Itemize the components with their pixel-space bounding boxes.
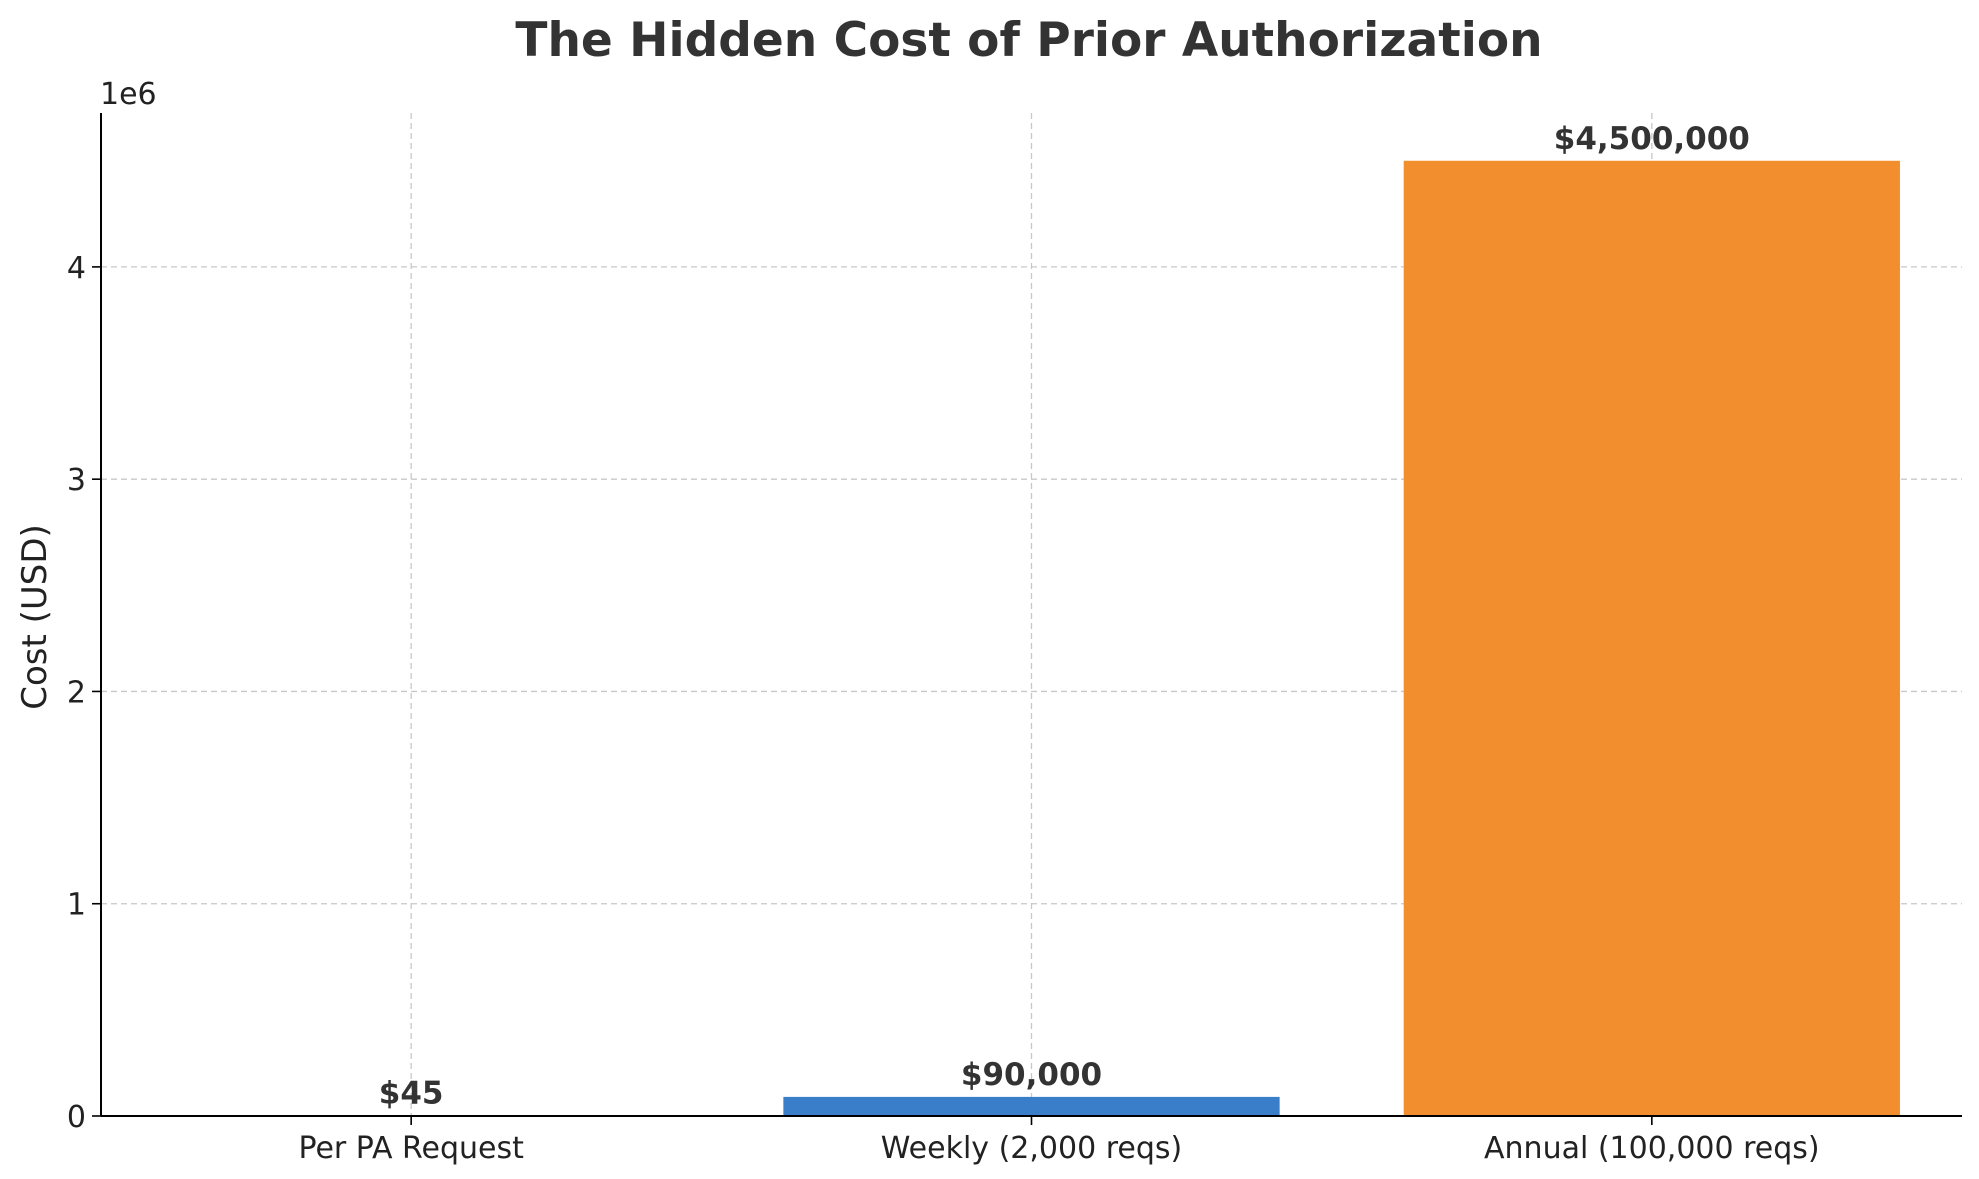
bar-layer (163, 160, 1900, 1116)
y-tick-label: 0 (67, 1100, 86, 1135)
bar (783, 1096, 1280, 1116)
y-axis-offset-label: 1e6 (100, 77, 157, 112)
x-tick-label: Weekly (2,000 reqs) (881, 1131, 1182, 1166)
y-tick-label: 2 (67, 675, 86, 710)
axis-layer: 0 1 2 3 4 Per PA Request Weekly (2,000 reqs) An… (67, 113, 1962, 1166)
y-tick-label: 3 (67, 463, 86, 498)
bar (1403, 160, 1900, 1116)
x-tick-label: Per PA Request (298, 1131, 524, 1166)
bar-value-label: $4,500,000 (1554, 121, 1750, 157)
bar-value-label: $45 (379, 1075, 444, 1111)
y-axis-label: Cost (USD) (15, 524, 55, 710)
bar-value-label: $90,000 (961, 1057, 1102, 1093)
y-tick-label: 4 (67, 251, 86, 286)
data-label-layer: $45 $90,000 $4,500,000 (379, 121, 1750, 1112)
x-tick-label: Annual (100,000 reqs) (1484, 1131, 1820, 1166)
y-tick-label: 1 (67, 888, 86, 923)
chart-title: The Hidden Cost of Prior Authorization (515, 13, 1542, 68)
